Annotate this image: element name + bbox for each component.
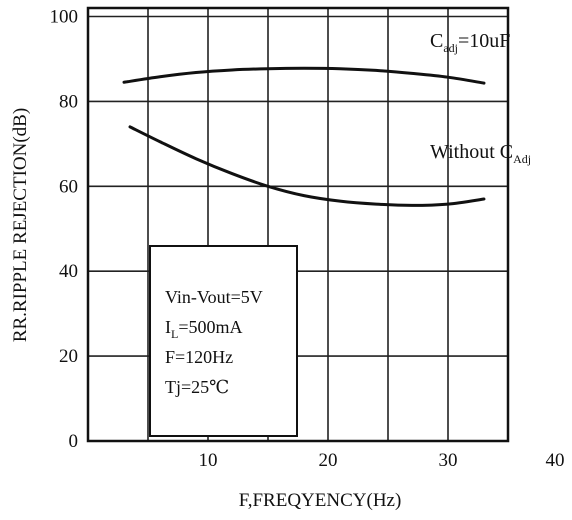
conditions-text: Vin-Vout=5V IL=500mA F=120Hz Tj=25℃ bbox=[165, 287, 263, 397]
conditions-box bbox=[149, 245, 298, 437]
y-tick-label: 80 bbox=[59, 91, 78, 112]
series-line-0 bbox=[122, 66, 486, 85]
x-tick-label: 20 bbox=[319, 450, 338, 471]
y-tick-label: 40 bbox=[59, 261, 78, 282]
y-tick-labels: 0 20 40 60 80 100 bbox=[50, 6, 79, 452]
series-label-without: Without CAdj bbox=[430, 141, 531, 166]
plot-frame bbox=[86, 6, 510, 443]
y-tick-label: 0 bbox=[69, 431, 79, 452]
y-tick-label: 100 bbox=[50, 6, 79, 27]
series-line-1 bbox=[128, 125, 486, 207]
series-lines bbox=[122, 66, 486, 207]
x-tick-labels: 10 20 30 40 bbox=[199, 450, 565, 471]
x-axis-label: F,FREQYENCY(Hz) bbox=[239, 490, 402, 511]
x-tick-label: 10 bbox=[199, 450, 218, 471]
condition-line: Tj=25℃ bbox=[165, 377, 229, 397]
y-tick-label: 60 bbox=[59, 176, 78, 197]
condition-line: IL=500mA bbox=[165, 317, 243, 341]
y-tick-label: 20 bbox=[59, 346, 78, 367]
condition-line: Vin-Vout=5V bbox=[165, 287, 263, 307]
x-tick-label: 40 bbox=[546, 450, 565, 471]
x-tick-label: 30 bbox=[439, 450, 458, 471]
y-axis-label: RR.RIPPLE REJECTION(dB) bbox=[10, 108, 31, 342]
series-label-cadj: Cadj=10uF bbox=[430, 30, 510, 55]
condition-line: F=120Hz bbox=[165, 347, 233, 367]
